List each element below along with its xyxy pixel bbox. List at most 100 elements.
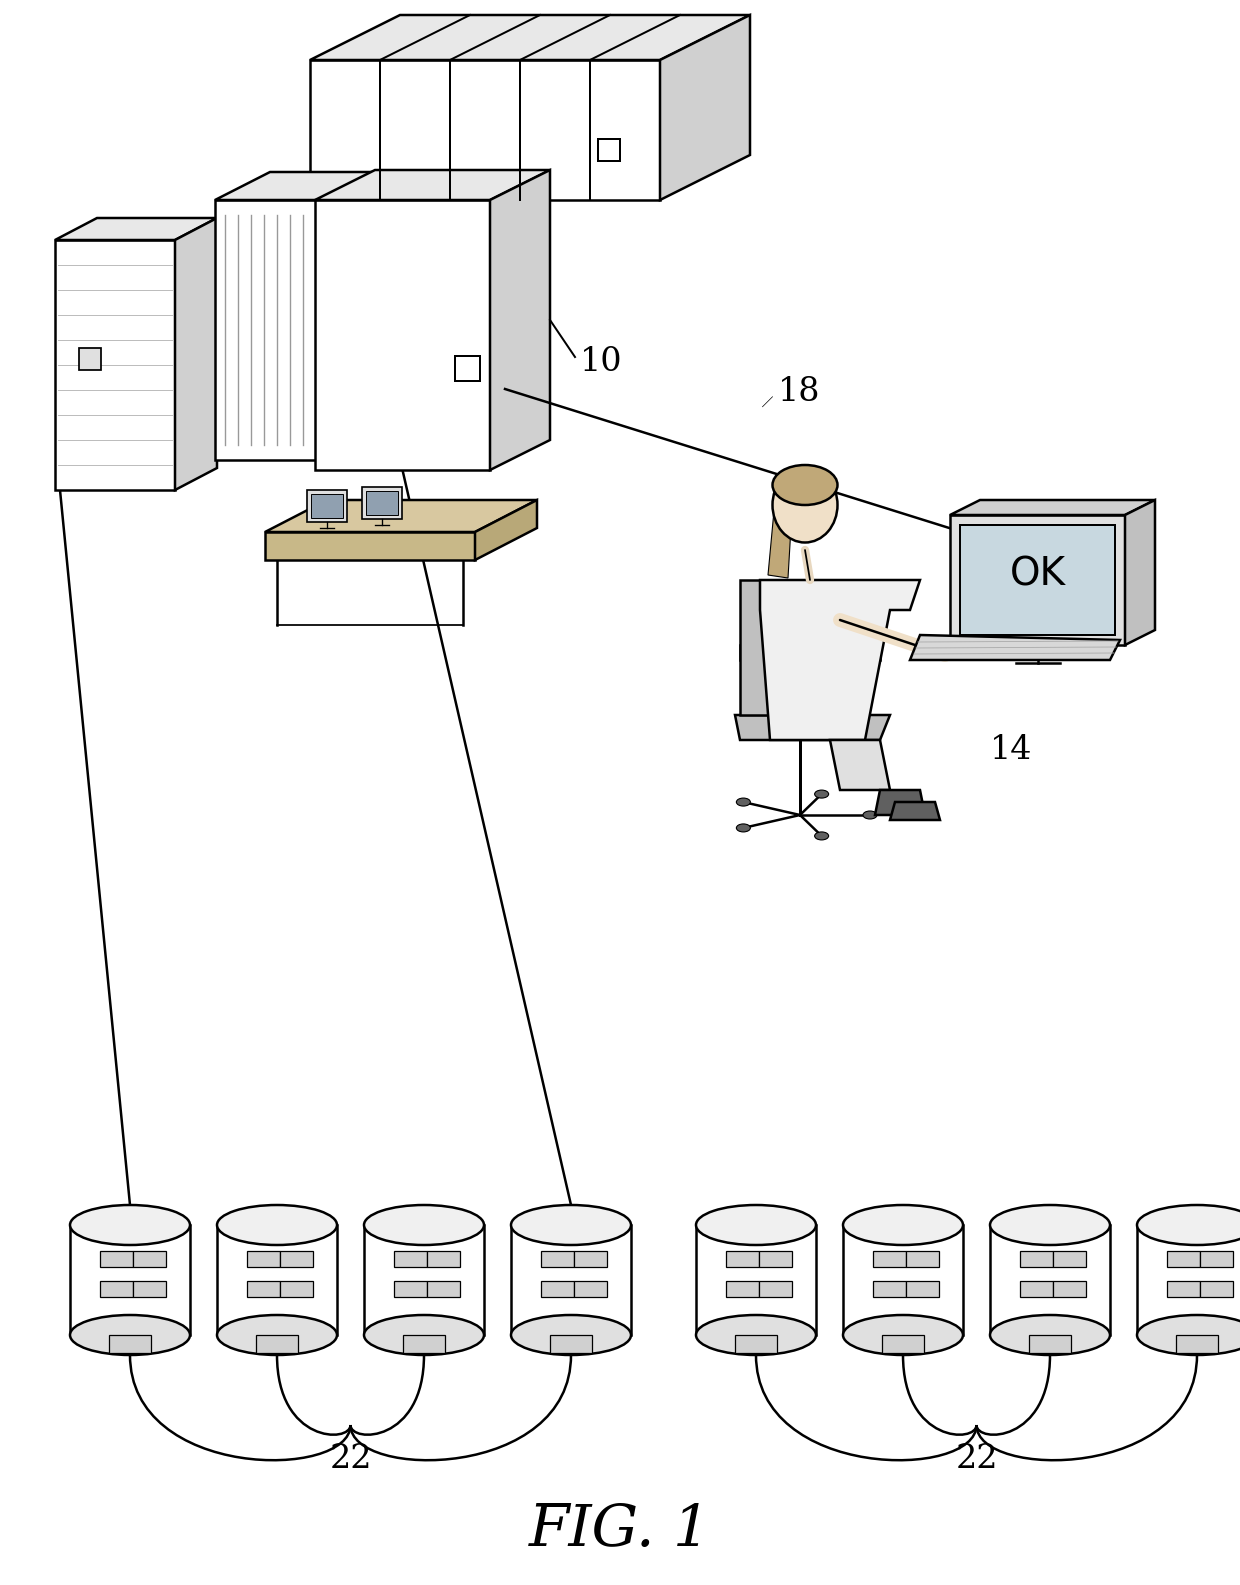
Ellipse shape [773, 468, 837, 542]
Polygon shape [574, 1252, 608, 1266]
Polygon shape [890, 802, 940, 819]
Polygon shape [950, 515, 1125, 645]
Ellipse shape [737, 799, 750, 807]
Polygon shape [490, 170, 551, 471]
Polygon shape [1137, 1225, 1240, 1335]
Polygon shape [1176, 1335, 1218, 1354]
Polygon shape [760, 580, 920, 740]
Polygon shape [247, 1281, 280, 1297]
Polygon shape [725, 1281, 759, 1297]
Ellipse shape [696, 1205, 816, 1244]
Text: 22: 22 [955, 1442, 998, 1476]
Polygon shape [875, 789, 925, 815]
Polygon shape [320, 173, 374, 460]
Polygon shape [215, 173, 374, 200]
Polygon shape [511, 1225, 631, 1335]
Polygon shape [255, 1335, 298, 1354]
Polygon shape [280, 1281, 312, 1297]
Text: 10: 10 [580, 346, 622, 377]
Polygon shape [873, 1281, 906, 1297]
Polygon shape [1167, 1281, 1200, 1297]
Polygon shape [308, 490, 347, 521]
Polygon shape [427, 1281, 460, 1297]
Polygon shape [574, 1281, 608, 1297]
Polygon shape [394, 1281, 427, 1297]
Polygon shape [740, 645, 880, 659]
Polygon shape [990, 1225, 1110, 1335]
Ellipse shape [773, 464, 837, 506]
Polygon shape [100, 1252, 133, 1266]
Ellipse shape [990, 1205, 1110, 1244]
Polygon shape [1021, 1252, 1053, 1266]
Polygon shape [265, 533, 475, 560]
Polygon shape [394, 1252, 427, 1266]
Polygon shape [1053, 1281, 1086, 1297]
Ellipse shape [69, 1205, 190, 1244]
Ellipse shape [843, 1205, 963, 1244]
Ellipse shape [365, 1205, 484, 1244]
Polygon shape [830, 740, 890, 789]
Ellipse shape [217, 1316, 337, 1355]
Polygon shape [365, 1225, 484, 1335]
Polygon shape [551, 1335, 591, 1354]
Ellipse shape [1137, 1205, 1240, 1244]
Ellipse shape [815, 832, 828, 840]
Polygon shape [133, 1281, 166, 1297]
Ellipse shape [843, 1316, 963, 1355]
Ellipse shape [863, 812, 877, 819]
Polygon shape [759, 1252, 792, 1266]
Polygon shape [759, 1281, 792, 1297]
Polygon shape [910, 636, 1120, 659]
Polygon shape [265, 499, 537, 533]
Polygon shape [843, 1225, 963, 1335]
Text: 18: 18 [777, 376, 820, 407]
Polygon shape [79, 349, 100, 369]
Polygon shape [541, 1281, 574, 1297]
Polygon shape [310, 60, 660, 200]
Polygon shape [1167, 1252, 1200, 1266]
Ellipse shape [511, 1316, 631, 1355]
Text: OK: OK [1009, 556, 1065, 594]
Polygon shape [100, 1281, 133, 1297]
Polygon shape [1125, 499, 1154, 645]
Polygon shape [1053, 1252, 1086, 1266]
Polygon shape [725, 1252, 759, 1266]
Text: FIG. 1: FIG. 1 [529, 1501, 711, 1558]
Polygon shape [311, 495, 343, 518]
Polygon shape [660, 14, 750, 200]
Polygon shape [310, 14, 750, 60]
Polygon shape [133, 1252, 166, 1266]
Polygon shape [696, 1225, 816, 1335]
Polygon shape [740, 580, 770, 715]
Ellipse shape [737, 824, 750, 832]
Ellipse shape [990, 1316, 1110, 1355]
Polygon shape [55, 219, 217, 239]
Ellipse shape [696, 1316, 816, 1355]
Polygon shape [109, 1335, 151, 1354]
Polygon shape [1021, 1281, 1053, 1297]
Polygon shape [455, 357, 480, 380]
Polygon shape [735, 1335, 777, 1354]
Polygon shape [882, 1335, 924, 1354]
Polygon shape [768, 499, 792, 579]
Polygon shape [735, 715, 890, 740]
Polygon shape [362, 487, 403, 520]
Polygon shape [315, 170, 551, 200]
Text: 14: 14 [990, 734, 1033, 766]
Polygon shape [1029, 1335, 1071, 1354]
Polygon shape [247, 1252, 280, 1266]
Polygon shape [906, 1252, 939, 1266]
Polygon shape [403, 1335, 445, 1354]
Polygon shape [175, 219, 217, 490]
Polygon shape [598, 139, 620, 160]
Polygon shape [69, 1225, 190, 1335]
Ellipse shape [1137, 1316, 1240, 1355]
Ellipse shape [217, 1205, 337, 1244]
Ellipse shape [365, 1316, 484, 1355]
Polygon shape [475, 499, 537, 560]
Polygon shape [366, 491, 398, 515]
Ellipse shape [815, 789, 828, 799]
Polygon shape [215, 200, 320, 460]
Polygon shape [960, 525, 1115, 636]
Polygon shape [55, 239, 175, 490]
